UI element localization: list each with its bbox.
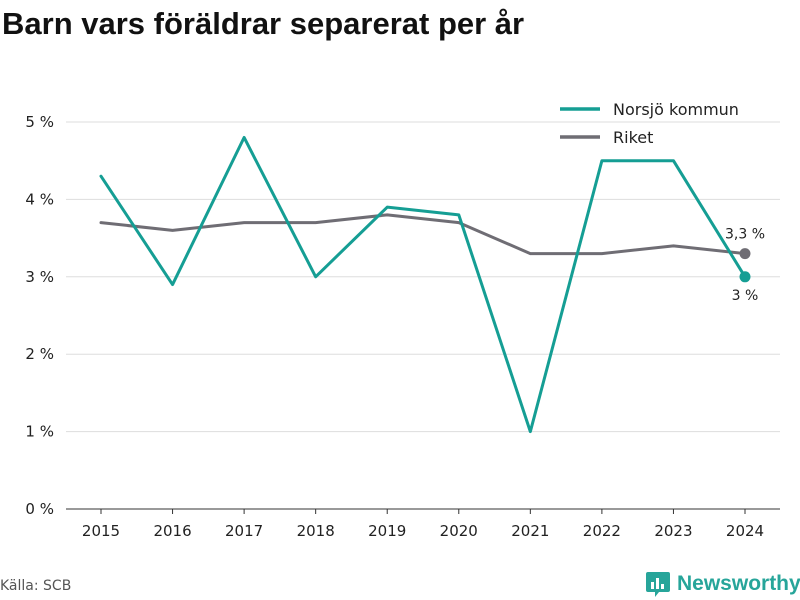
end-point-marker [739, 248, 751, 260]
legend-label: Riket [613, 128, 653, 147]
x-tick-label: 2018 [297, 522, 335, 540]
y-axis-ticks: 0 % 1 % 2 % 3 % 4 % 5 % [25, 113, 54, 518]
x-tick-label: 2021 [511, 522, 549, 540]
x-axis: 2015 2016 2017 2018 2019 2020 2021 2022 2023 2024 [66, 508, 780, 540]
grid-lines [66, 121, 780, 433]
legend-label: Norsjö kommun [613, 100, 739, 119]
series-lines: 3,3 % 3 % [99, 135, 765, 434]
series-line-norsjo-kommun [99, 135, 747, 434]
brand: Newsworthy [645, 570, 800, 598]
x-tick-label: 2019 [368, 522, 406, 540]
y-tick-label: 2 % [25, 345, 54, 363]
end-point-marker [739, 271, 751, 283]
y-tick-label: 3 % [25, 268, 54, 286]
legend: Norsjö kommun Riket [560, 100, 739, 147]
series-line-riket [99, 213, 747, 256]
x-tick-label: 2024 [726, 522, 764, 540]
newsworthy-logo-icon [646, 572, 670, 597]
y-tick-label: 1 % [25, 423, 54, 441]
end-value-label: 3,3 % [725, 227, 765, 243]
brand-name: Newsworthy [677, 572, 800, 595]
chart-title: Barn vars föräldrar separerat per år [2, 6, 525, 41]
x-tick-label: 2023 [654, 522, 692, 540]
y-tick-label: 0 % [25, 500, 54, 518]
x-tick-label: 2022 [583, 522, 621, 540]
x-tick-label: 2016 [153, 522, 191, 540]
x-tick-label: 2017 [225, 522, 263, 540]
source-note: Källa: SCB [0, 578, 72, 594]
y-tick-label: 5 % [25, 113, 54, 131]
x-tick-label: 2020 [440, 522, 478, 540]
y-tick-label: 4 % [25, 190, 54, 208]
x-tick-label: 2015 [82, 522, 120, 540]
end-value-label: 3 % [732, 288, 759, 304]
